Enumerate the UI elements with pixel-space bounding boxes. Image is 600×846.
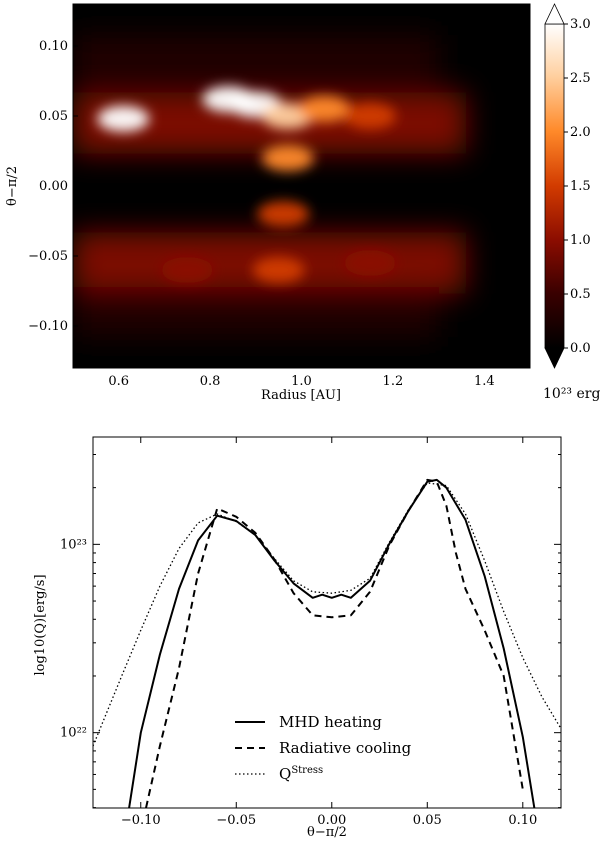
legend-label: Radiative cooling — [279, 739, 412, 757]
line-x-tick-label: −0.10 — [121, 813, 161, 828]
line-y-axis-label: log10(Q)[erg/s] — [33, 574, 48, 675]
heatmap-hotspot — [344, 103, 397, 129]
heatmap-x-tick-label: 0.6 — [108, 374, 129, 389]
heatmap-hotspot — [344, 250, 397, 276]
colorbar-tick-label: 2.5 — [570, 71, 591, 86]
series-line-dashed — [144, 478, 524, 808]
colorbar-tick-label: 3.0 — [570, 17, 591, 32]
series-line-solid — [128, 478, 536, 808]
colorbar: 3.0 2.5 2.0 1.5 1.0 0.5 0.0 10²³ erg/s — [543, 3, 600, 402]
heatmap-x-axis-label: Radius [AU] — [261, 388, 341, 403]
heatmap-hotspot — [257, 201, 310, 227]
line-x-tick-label: −0.05 — [216, 813, 256, 828]
heatmap-x-tick-label: 0.8 — [200, 374, 221, 389]
heatmap-panel: 0.6 0.8 1.0 1.2 1.4 0.10 0.05 0.00 −0.05 −0.10 R… — [5, 3, 531, 403]
heatmap-hotspot — [252, 257, 305, 283]
colorbar-tick-label: 1.0 — [570, 233, 591, 248]
heatmap-hotspot — [97, 105, 150, 132]
heatmap-y-tick-label: 0.10 — [39, 39, 68, 54]
colorbar-max-extension — [544, 3, 565, 25]
line-x-axis-label: θ−π/2 — [307, 825, 347, 840]
line-plot-area — [92, 436, 562, 809]
colorbar-tick-label: 0.0 — [570, 341, 591, 356]
line-x-tick-label: 0.00 — [317, 813, 346, 828]
heatmap-field — [73, 34, 467, 338]
colorbar-gradient — [544, 23, 565, 349]
colorbar-tick-label: 0.5 — [570, 287, 591, 302]
heatmap-x-tick-label: 1.2 — [383, 374, 404, 389]
line-y-ticks: 10²³ 10²² — [60, 453, 561, 809]
heatmap-hotspot — [298, 96, 351, 122]
legend-label: MHD heating — [279, 713, 382, 731]
series-line-dotted — [93, 482, 561, 747]
heatmap-hotspot — [161, 257, 214, 283]
colorbar-tick-label: 1.5 — [570, 179, 591, 194]
colorbar-ticks: 3.0 2.5 2.0 1.5 1.0 0.5 0.0 — [564, 17, 591, 356]
heatmap-y-ticks: 0.10 0.05 0.00 −0.05 −0.10 — [28, 39, 530, 334]
heatmap-hotspot — [261, 145, 314, 171]
heatmap-y-axis-label: θ−π/2 — [5, 166, 20, 206]
line-x-tick-label: 0.10 — [508, 813, 537, 828]
line-y-tick-label: 10²² — [60, 726, 87, 741]
heatmap-y-tick-label: 0.00 — [39, 179, 68, 194]
heatmap-x-tick-label: 1.0 — [291, 374, 312, 389]
line-panel: −0.10 −0.05 0.00 0.05 0.10 10²³ 10²² θ−π/2 lo… — [33, 436, 562, 840]
heatmap-y-tick-label: 0.05 — [39, 109, 68, 124]
line-y-tick-label: 10²³ — [60, 537, 87, 552]
heatmap-y-tick-label: −0.10 — [28, 319, 68, 334]
heatmap-hotspots — [97, 86, 397, 283]
line-x-tick-label: 0.05 — [413, 813, 442, 828]
colorbar-min-extension — [544, 347, 565, 369]
heatmap-x-tick-label: 1.4 — [474, 374, 495, 389]
heatmap-outer-band — [73, 34, 439, 86]
line-x-ticks: −0.10 −0.05 0.00 0.05 0.10 — [121, 437, 537, 828]
heatmap-x-ticks: 0.6 0.8 1.0 1.2 1.4 — [108, 4, 495, 389]
heatmap-y-tick-label: −0.05 — [28, 249, 68, 264]
colorbar-tick-label: 2.0 — [570, 125, 591, 140]
line-series-group — [93, 478, 561, 808]
heatmap-outer-band — [73, 286, 439, 338]
colorbar-unit-label: 10²³ erg/s — [543, 386, 600, 402]
